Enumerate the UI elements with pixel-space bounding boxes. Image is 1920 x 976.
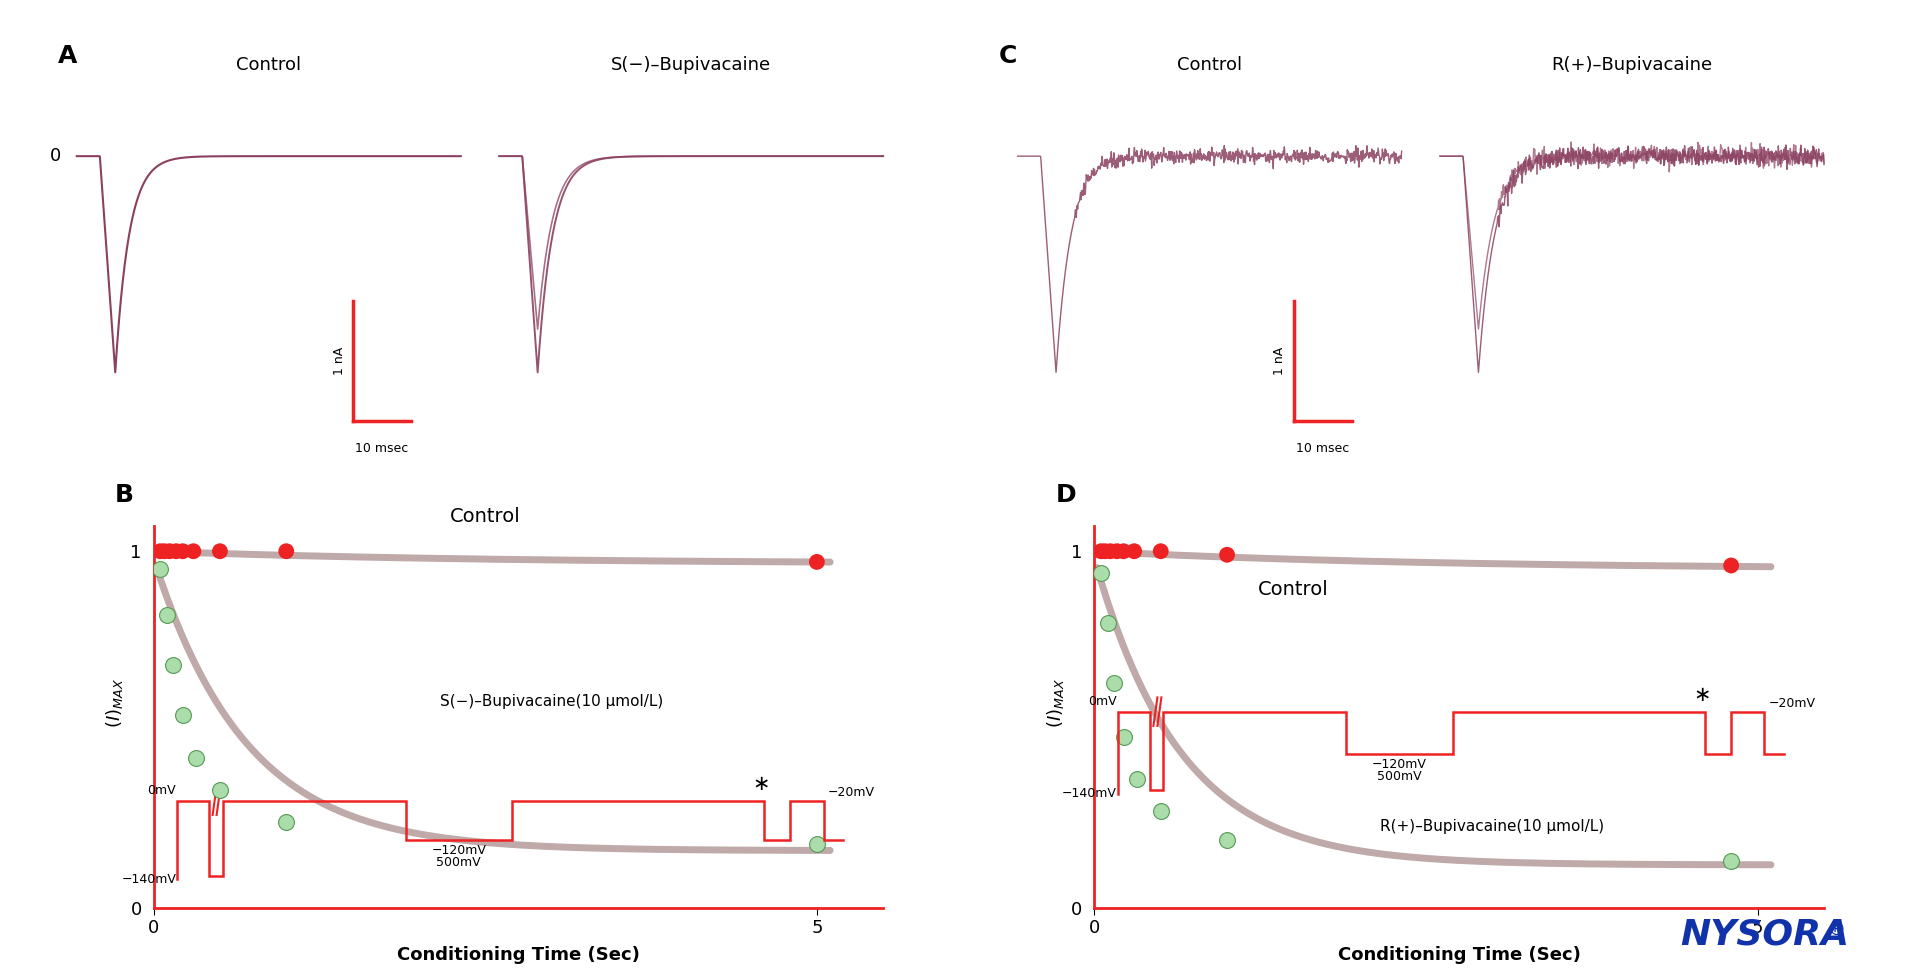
Text: C: C	[998, 44, 1018, 68]
Text: 0mV: 0mV	[148, 784, 177, 797]
Text: S(−)–Bupivacaine: S(−)–Bupivacaine	[611, 56, 772, 74]
Point	[1085, 565, 1116, 581]
Point	[1091, 544, 1121, 559]
Point	[1146, 544, 1177, 559]
Text: D: D	[1056, 483, 1077, 508]
Point	[154, 544, 184, 559]
Text: A: A	[58, 44, 77, 68]
Text: R(+)–Bupivacaine: R(+)–Bupivacaine	[1551, 56, 1713, 74]
Text: Control: Control	[449, 508, 520, 526]
Point	[1102, 544, 1133, 559]
Point	[1212, 833, 1242, 848]
Text: 10 msec: 10 msec	[355, 442, 409, 456]
Point	[205, 782, 236, 797]
Text: 500mV: 500mV	[436, 856, 482, 869]
Point	[1716, 854, 1747, 870]
Text: −120mV: −120mV	[1373, 758, 1427, 771]
Text: Control: Control	[236, 56, 301, 74]
Point	[157, 658, 188, 673]
Text: −20mV: −20mV	[1768, 697, 1814, 710]
X-axis label: Conditioning Time (Sec): Conditioning Time (Sec)	[1338, 946, 1580, 964]
Point	[271, 814, 301, 830]
X-axis label: Conditioning Time (Sec): Conditioning Time (Sec)	[397, 946, 639, 964]
Text: NYSORA: NYSORA	[1680, 917, 1849, 952]
Point	[1212, 547, 1242, 562]
Point	[271, 544, 301, 559]
Point	[801, 554, 831, 570]
Point	[1094, 544, 1125, 559]
Text: B: B	[115, 483, 134, 508]
Point	[1108, 729, 1139, 745]
Text: R(+)–Bupivacaine(10 μmol/L): R(+)–Bupivacaine(10 μmol/L)	[1380, 819, 1605, 834]
Point	[144, 544, 175, 559]
Point	[180, 751, 211, 766]
Point	[1092, 615, 1123, 630]
Point	[152, 608, 182, 624]
Text: S(−)–Bupivacaine(10 μmol/L): S(−)–Bupivacaine(10 μmol/L)	[440, 694, 662, 709]
Point	[161, 544, 192, 559]
Point	[1716, 557, 1747, 573]
Text: −20mV: −20mV	[828, 786, 874, 799]
Text: 0: 0	[50, 147, 61, 165]
Text: 500mV: 500mV	[1377, 770, 1423, 784]
Point	[1146, 803, 1177, 819]
Text: Control: Control	[1258, 580, 1329, 598]
Point	[205, 544, 236, 559]
Point	[167, 708, 198, 723]
Point	[1108, 544, 1139, 559]
Text: −140mV: −140mV	[121, 873, 177, 885]
Point	[1119, 544, 1150, 559]
Text: 10 msec: 10 msec	[1296, 442, 1350, 456]
Y-axis label: $(I)_{MAX}$: $(I)_{MAX}$	[104, 677, 125, 728]
Text: ∗: ∗	[753, 774, 770, 793]
Text: −140mV: −140mV	[1062, 787, 1117, 800]
Point	[1121, 772, 1152, 788]
Point	[179, 544, 209, 559]
Text: −120mV: −120mV	[432, 843, 486, 857]
Text: 1 nA: 1 nA	[1273, 347, 1286, 375]
Point	[801, 835, 831, 851]
Text: Control: Control	[1177, 56, 1242, 74]
Point	[1085, 544, 1116, 559]
Point	[1098, 675, 1129, 691]
Point	[167, 544, 198, 559]
Text: 1 nA: 1 nA	[332, 347, 346, 375]
Text: ®: ®	[1828, 921, 1845, 939]
Text: 0mV: 0mV	[1089, 695, 1117, 708]
Point	[144, 561, 175, 577]
Y-axis label: $(I)_{MAX}$: $(I)_{MAX}$	[1044, 677, 1066, 728]
Point	[150, 544, 180, 559]
Text: ∗: ∗	[1693, 684, 1711, 705]
